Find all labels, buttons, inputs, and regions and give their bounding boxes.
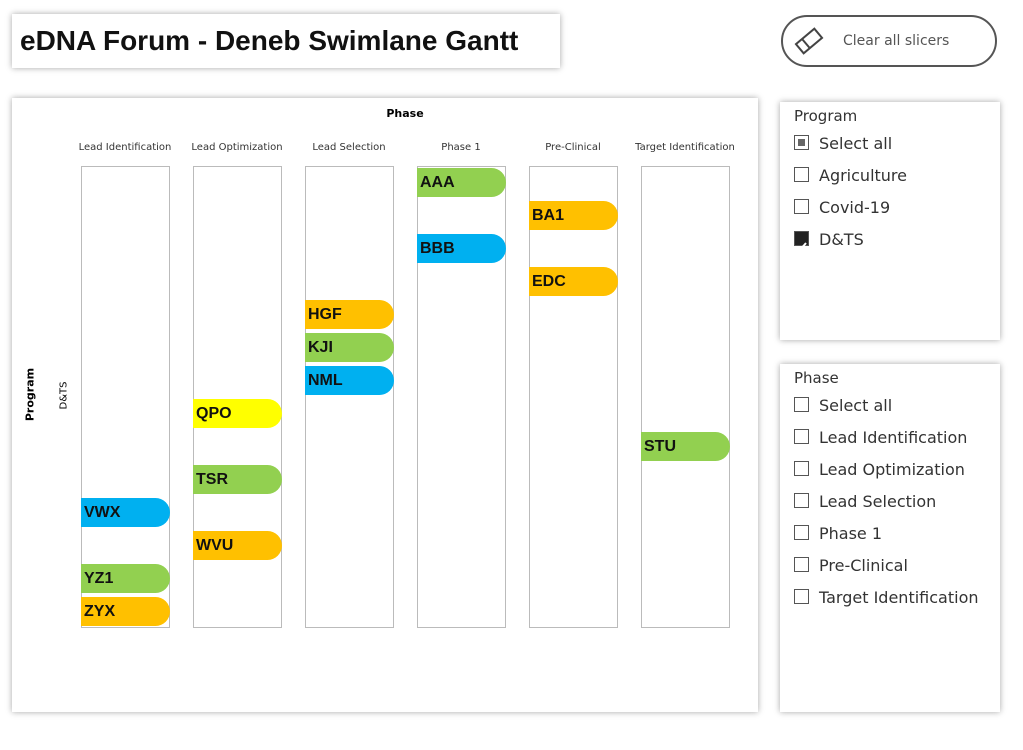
clear-button[interactable]: Clear all slicers [781,15,997,67]
checkbox[interactable] [794,589,809,604]
eraser-icon [794,27,824,55]
gantt-item: BA1 [529,201,618,230]
lane-name: Lead Identification [78,142,172,153]
checkbox[interactable] [794,231,809,252]
gantt-item: EDC [529,267,618,296]
row-label: D&TS [58,381,70,410]
gantt-item: STU [641,432,730,461]
checkbox[interactable] [794,429,809,444]
gantt-item: HGF [305,300,394,329]
button-label: Clear all slicers [843,33,950,49]
checkbox[interactable] [794,199,809,214]
option-label: Agriculture [819,166,907,185]
slicer-option[interactable]: Pre-Clinical [794,550,994,582]
lane-name: Pre-Clinical [545,142,601,153]
option-label: Lead Selection [819,492,937,511]
gantt-item: BBB [417,234,506,263]
checkbox[interactable] [794,397,809,412]
gantt-item: QPO [193,399,282,428]
lane-name: Phase 1 [441,142,481,153]
gantt-item: NML [305,366,394,395]
slicer-option[interactable]: Agriculture [794,160,994,192]
slicer-option[interactable]: Select all [794,390,994,422]
slicer-option[interactable]: Lead Selection [794,486,994,518]
swimlane [417,166,506,628]
program-slicer: Program Select all Agriculture Covid-19 D&TS [780,102,1000,340]
option-label: D&TS [819,230,864,249]
check [796,242,807,252]
gantt-item: WVU [193,531,282,560]
slicer-option[interactable]: Covid-19 [794,192,994,224]
option-label: Select all [819,134,893,153]
slicer-option[interactable]: Lead Identification [794,422,994,454]
checkbox[interactable] [794,525,809,540]
gantt-panel: Phase Program D&TS Lead Identification VW… [12,98,758,712]
option-label: Select all [819,396,893,415]
swimlane [529,166,618,628]
slicer-option[interactable]: Target Identification [794,582,994,614]
page-title: eDNA Forum - Deneb Swimlane Gantt [12,14,560,68]
slicer-title: Program [794,107,858,125]
lane-name: Lead Selection [312,142,386,153]
option-label: Phase 1 [819,524,883,543]
gantt-item: KJI [305,333,394,362]
slicer-option[interactable]: Phase 1 [794,518,994,550]
slicer-option[interactable]: Select all [794,128,994,160]
option-label: Target Identification [819,588,979,607]
gantt-item: YZ1 [81,564,170,593]
gantt-item: TSR [193,465,282,494]
lane-name: Lead Optimization [191,142,283,153]
slicer-option[interactable]: Lead Optimization [794,454,994,486]
column-title: Phase [386,107,424,120]
swimlane [193,166,282,628]
checkbox[interactable] [794,557,809,572]
option-label: Covid-19 [819,198,891,217]
option-label: Pre-Clinical [819,556,908,575]
checkbox[interactable] [794,167,809,182]
swimlane [305,166,394,628]
swimlane [81,166,170,628]
checkbox[interactable] [794,461,809,476]
row-title: Program [23,367,37,422]
checkbox[interactable] [794,493,809,508]
slicer-title: Phase [794,369,839,387]
lane-name: Target Identification [635,142,735,153]
option-label: Lead Identification [819,428,968,447]
gantt-item: ZYX [81,597,170,626]
phase-slicer: Phase Select all Lead Identification Lead O… [780,364,1000,712]
swimlane [641,166,730,628]
slicer-option[interactable]: D&TS [794,224,994,256]
checkbox[interactable] [794,135,809,150]
gantt-item: VWX [81,498,170,527]
partial-mark [798,139,805,146]
gantt-item: AAA [417,168,506,197]
option-label: Lead Optimization [819,460,965,479]
